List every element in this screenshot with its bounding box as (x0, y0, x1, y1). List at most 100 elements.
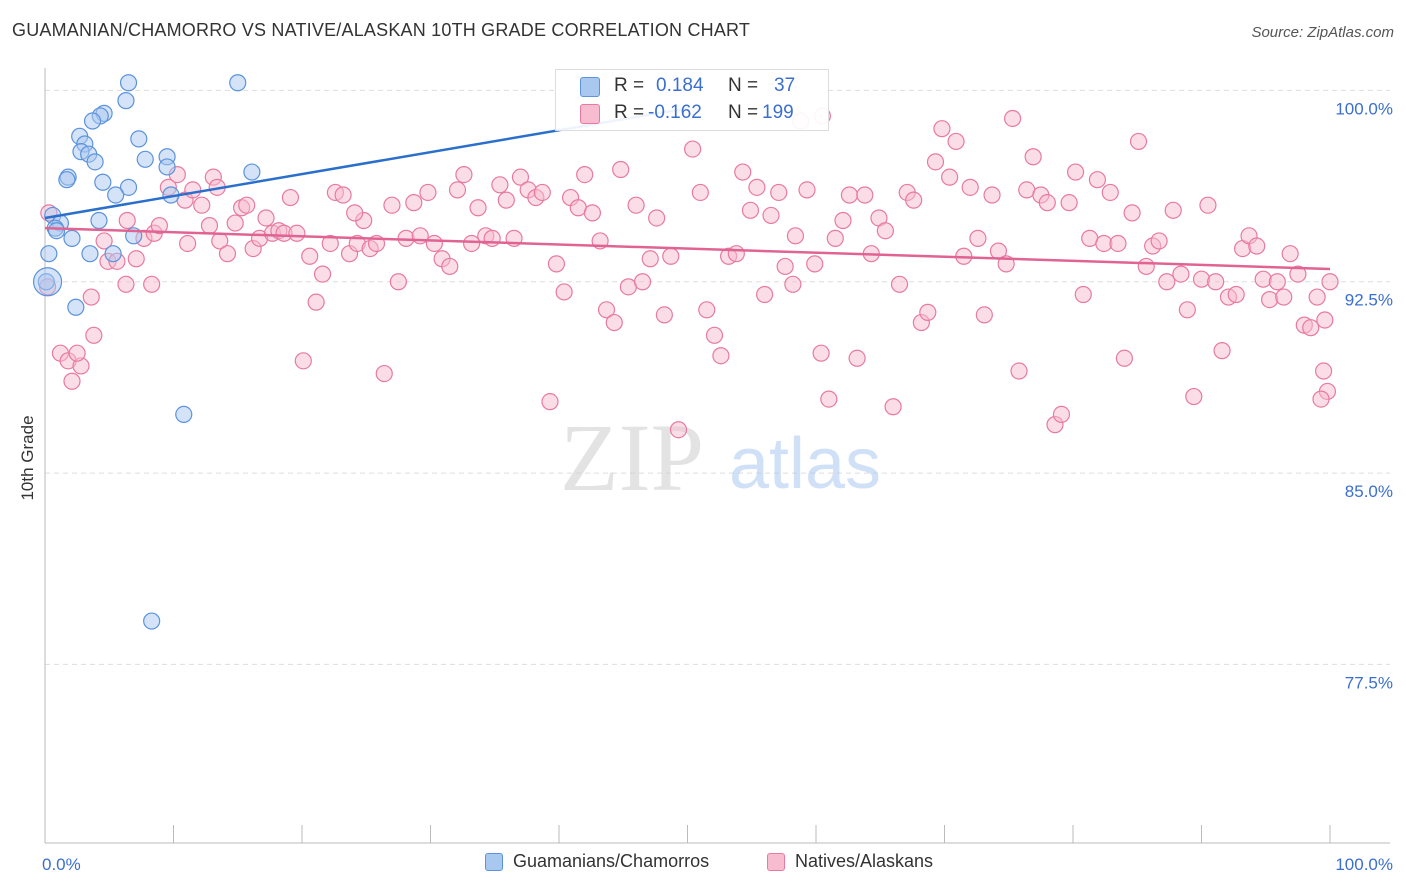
native-point (969, 229, 987, 247)
legend-item-natives[interactable]: Natives/Alaskans (767, 851, 933, 872)
native-point (1088, 171, 1107, 189)
native-point (691, 183, 709, 202)
trend-lines (44, 107, 1331, 271)
native-point (655, 306, 673, 324)
guamanian-point (81, 245, 99, 263)
native-point (184, 181, 202, 199)
native-point (1158, 273, 1176, 291)
native-point (1254, 270, 1272, 288)
native-point (947, 132, 965, 151)
native-point (1308, 288, 1326, 306)
native-point (1150, 232, 1168, 250)
guamanian-point (143, 612, 161, 630)
guamanian-point (90, 211, 108, 230)
native-point (1178, 301, 1196, 319)
native-point (150, 217, 168, 235)
legend-label: Guamanians/Chamorros (513, 851, 710, 871)
native-point (1164, 201, 1182, 219)
native-point (511, 168, 530, 186)
y-axis-label: 10th Grade (18, 415, 37, 500)
guamanian-point (117, 92, 135, 110)
native-point (448, 181, 467, 199)
native-point (95, 232, 113, 250)
native-point (975, 306, 993, 324)
native-point (1185, 387, 1203, 406)
native-point (705, 326, 724, 344)
guamanian-point (67, 298, 85, 316)
r-value: 0.184 (656, 75, 704, 96)
native-point (1261, 291, 1279, 309)
chart-title: GUAMANIAN/CHAMORRO VS NATIVE/ALASKAN 10T… (12, 20, 751, 40)
axes (44, 68, 1390, 844)
native-point (238, 196, 256, 214)
natives-alaskans-points (38, 107, 1339, 439)
native-point (218, 245, 237, 263)
native-point (734, 163, 752, 181)
native-point (179, 234, 197, 253)
native-point (1074, 285, 1092, 304)
native-point (117, 275, 135, 293)
native-point (762, 206, 780, 225)
x-tick-labels: 0.0% 100.0% (42, 855, 1393, 874)
guamanian-point (58, 171, 76, 189)
native-point (1123, 204, 1141, 222)
native-point (226, 214, 244, 232)
native-point (193, 196, 211, 214)
native-point (669, 421, 688, 439)
native-point (1207, 273, 1225, 291)
native-point (627, 196, 645, 214)
native-point (313, 265, 332, 283)
native-point (441, 257, 459, 276)
native-point (712, 347, 730, 365)
native-point (1137, 257, 1155, 276)
native-point (1321, 273, 1339, 291)
native-point (576, 165, 594, 184)
native-point (63, 372, 81, 390)
native-point (455, 165, 473, 184)
guamanian-point (86, 153, 104, 171)
legend-swatch-pink (767, 852, 785, 871)
native-point (1281, 245, 1299, 263)
native-point (926, 153, 945, 171)
native-point (68, 344, 86, 362)
native-point (741, 201, 760, 219)
native-point (884, 398, 902, 416)
native-point (491, 176, 509, 194)
y-tick-label: 85.0% (1345, 482, 1393, 501)
guamanian-point (158, 158, 176, 176)
native-point (933, 120, 951, 138)
blue-swatch (580, 77, 600, 97)
source-label: Source: ZipAtlas.com (1251, 24, 1394, 41)
native-point (497, 191, 515, 209)
native-point (848, 349, 866, 367)
native-point (1312, 390, 1330, 408)
native-point (876, 222, 894, 240)
native-point (919, 303, 937, 321)
native-point (1302, 319, 1320, 337)
native-point (1024, 148, 1042, 166)
native-point (905, 191, 923, 209)
guamanian-point (63, 229, 81, 247)
native-point (405, 194, 423, 212)
native-point (583, 204, 602, 222)
guamanian-point (130, 130, 148, 148)
native-point (307, 293, 325, 311)
native-point (257, 209, 275, 227)
native-point (597, 301, 616, 319)
native-point (85, 326, 103, 344)
guamanian-point (119, 74, 138, 92)
legend-item-guamanians[interactable]: Guamanians/Chamorros (485, 851, 709, 872)
native-point (533, 183, 551, 202)
stats-row-pink: R = -0.162 N = 199 (556, 100, 828, 128)
native-point (1101, 183, 1119, 202)
native-point (820, 390, 838, 408)
guamanian-point (175, 405, 193, 424)
r-value: -0.162 (648, 102, 702, 123)
native-point (605, 313, 623, 332)
native-point (983, 186, 1001, 204)
native-point (1004, 109, 1022, 128)
native-point (301, 247, 319, 265)
native-point (1115, 349, 1134, 367)
legend-label: Natives/Alaskans (795, 851, 934, 871)
